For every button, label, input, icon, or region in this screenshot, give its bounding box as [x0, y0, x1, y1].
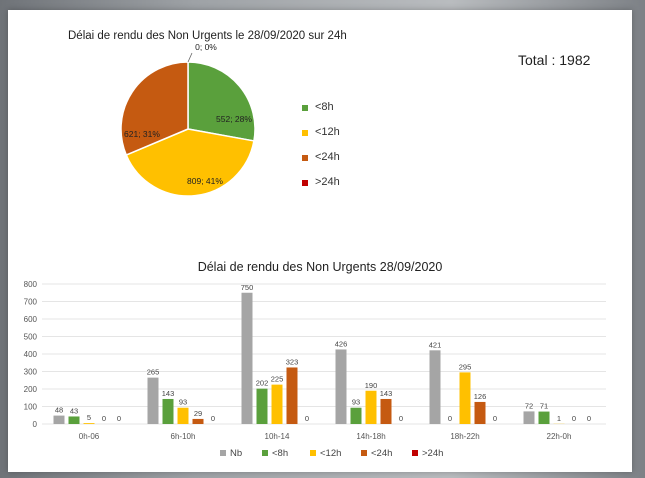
bar-data-label: 0: [399, 414, 403, 423]
bar: [177, 407, 189, 424]
legend-label: >24h: [315, 176, 340, 188]
bar-data-label: 265: [147, 368, 160, 377]
y-tick-label: 700: [24, 298, 38, 307]
bar: [523, 411, 535, 424]
y-tick-label: 500: [24, 333, 38, 342]
bar-data-label: 0: [211, 414, 215, 423]
bar-data-label: 295: [459, 362, 472, 371]
bar-data-label: 0: [102, 414, 106, 423]
pie-chart-title: Délai de rendu des Non Urgents le 28/09/…: [68, 30, 347, 42]
bar-data-label: 0: [572, 414, 576, 423]
total-label: Total : 1982: [518, 52, 591, 68]
bar: [380, 398, 392, 424]
bar-data-label: 0: [448, 414, 452, 423]
bar: [429, 350, 441, 424]
y-tick-label: 800: [24, 280, 38, 289]
bar-data-label: 190: [365, 381, 378, 390]
bar-data-label: 0: [117, 414, 121, 423]
legend-swatch: [302, 180, 308, 186]
x-tick-label: 0h-06: [79, 432, 100, 441]
legend-label: <24h: [371, 448, 393, 459]
charts-canvas: 0; 0%552; 28%809; 41%621; 31%01002003004…: [24, 42, 606, 441]
bar-data-label: 143: [380, 389, 393, 398]
bar-data-label: 143: [162, 389, 175, 398]
bar: [192, 418, 204, 424]
legend-label: <8h: [315, 101, 334, 113]
bar-chart-title: Délai de rendu des Non Urgents 28/09/202…: [197, 260, 443, 274]
bar-data-label: 48: [55, 406, 63, 415]
bar: [256, 388, 268, 424]
pie-slice: [187, 61, 256, 142]
legend-label: >24h: [422, 448, 444, 459]
legend-swatch: [302, 105, 308, 111]
bar: [459, 372, 471, 424]
x-tick-label: 6h-10h: [171, 432, 196, 441]
bar-data-label: 323: [286, 357, 299, 366]
y-tick-label: 600: [24, 315, 38, 324]
bar: [365, 390, 377, 424]
bar: [68, 416, 80, 424]
bar: [241, 292, 253, 424]
bar-data-label: 421: [429, 340, 442, 349]
slide: Délai de rendu des Non Urgents le 28/09/…: [8, 10, 632, 472]
y-tick-label: 300: [24, 368, 38, 377]
bar-data-label: 5: [87, 413, 91, 422]
pie-data-label: 621; 31%: [124, 129, 160, 139]
pie-data-label: 0; 0%: [195, 42, 217, 52]
legend-swatch: [302, 155, 308, 161]
bar-data-label: 225: [271, 375, 284, 384]
bar-data-label: 43: [70, 406, 78, 415]
bar-data-label: 71: [540, 402, 548, 411]
bar-data-label: 1: [557, 414, 561, 423]
bar: [335, 349, 347, 424]
bar-data-label: 72: [525, 401, 533, 410]
bar-data-label: 93: [352, 398, 360, 407]
bar-data-label: 0: [587, 414, 591, 423]
legend-label: <24h: [315, 151, 340, 163]
bar-data-label: 93: [179, 398, 187, 407]
bar-data-label: 126: [474, 392, 487, 401]
legend-swatch: [220, 450, 226, 456]
bar-data-label: 0: [493, 414, 497, 423]
bar-data-label: 0: [305, 414, 309, 423]
bar: [271, 384, 283, 424]
y-tick-label: 400: [24, 350, 38, 359]
bar-data-label: 750: [241, 283, 254, 292]
y-tick-label: 100: [24, 403, 38, 412]
x-tick-label: 22h-0h: [547, 432, 572, 441]
x-tick-label: 10h-14: [265, 432, 290, 441]
pie-data-label: 809; 41%: [187, 176, 223, 186]
bar-data-label: 202: [256, 379, 269, 388]
legend-label: <8h: [272, 448, 289, 459]
x-tick-label: 18h-22h: [450, 432, 479, 441]
y-tick-label: 200: [24, 385, 38, 394]
legend-swatch: [310, 450, 316, 456]
legend-label: Nb: [230, 448, 243, 459]
legend-swatch: [262, 450, 268, 456]
bar: [83, 423, 95, 424]
bar-data-label: 29: [194, 409, 202, 418]
bar: [147, 377, 159, 424]
bar-data-label: 426: [335, 339, 348, 348]
pie-slice: [120, 61, 189, 156]
legend-label: <12h: [315, 126, 340, 138]
pie-data-label: 552; 28%: [216, 114, 252, 124]
legend-label: <12h: [320, 448, 342, 459]
legend-swatch: [361, 450, 367, 456]
bar: [538, 411, 550, 424]
pie-slice: [125, 128, 255, 197]
bar: [350, 407, 362, 424]
legend-swatch: [412, 450, 418, 456]
bar: [53, 415, 65, 424]
bar: [286, 367, 298, 424]
pie-leader-line: [187, 52, 193, 63]
bar: [162, 398, 174, 424]
y-tick-label: 0: [33, 420, 38, 429]
legend-swatch: [302, 130, 308, 136]
bar: [474, 401, 486, 424]
x-tick-label: 14h-18h: [356, 432, 385, 441]
